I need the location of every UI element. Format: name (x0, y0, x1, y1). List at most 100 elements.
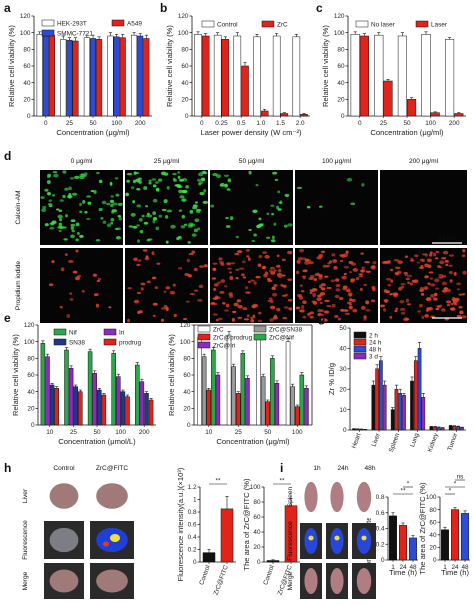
bar (429, 426, 434, 431)
bar (107, 35, 114, 117)
cell (343, 272, 347, 276)
legend-swatch (53, 328, 67, 336)
cell (151, 178, 157, 181)
bar (452, 426, 457, 431)
cell (109, 182, 113, 186)
cell (276, 264, 281, 268)
bar (454, 113, 464, 117)
cell (312, 293, 316, 297)
y-axis-title: Fluorescence intensity(a.u.)(×10³) (176, 467, 185, 581)
cell (136, 187, 141, 191)
cell (276, 307, 281, 312)
bar (120, 391, 126, 426)
cell (160, 307, 166, 310)
cell (382, 308, 387, 312)
bar (417, 348, 422, 431)
cell (212, 267, 217, 271)
cell (165, 307, 169, 311)
concentration-label: 100 μg/ml (322, 158, 352, 165)
cell (172, 172, 177, 176)
cell (224, 285, 228, 288)
cell (349, 270, 352, 274)
organ-image (44, 521, 84, 559)
cell (52, 194, 56, 197)
cell (148, 181, 152, 185)
cell (394, 271, 400, 276)
bar (92, 373, 97, 426)
bar (206, 389, 212, 426)
cell (352, 268, 359, 272)
cell (371, 299, 376, 303)
bar (290, 386, 295, 426)
cell (405, 298, 410, 303)
cell (394, 309, 398, 313)
cell (146, 212, 150, 216)
cell (142, 249, 148, 252)
cell (199, 181, 204, 184)
cell (155, 226, 160, 231)
bar (241, 65, 249, 117)
fluorescence-hotspot (110, 534, 120, 542)
cell (234, 252, 240, 256)
cell (276, 254, 280, 258)
legend-swatch (261, 20, 275, 28)
scale-bar-label: 50 μm (438, 235, 457, 242)
legend-swatch (197, 333, 211, 341)
cell (50, 221, 55, 226)
cell (365, 300, 370, 305)
cell (346, 177, 353, 182)
cell (236, 299, 242, 303)
bar (359, 429, 364, 431)
cell (352, 308, 358, 313)
significance-label: ** (401, 488, 406, 495)
cell (264, 254, 270, 259)
bar (97, 389, 102, 426)
cell (456, 314, 462, 318)
cell (321, 283, 326, 287)
bar (294, 406, 300, 426)
cell (301, 257, 307, 260)
column-label: Control (53, 465, 75, 472)
cell (398, 286, 403, 291)
cell (197, 227, 201, 231)
bar (445, 39, 455, 117)
cell (79, 210, 83, 214)
y-tick-label: 0 (343, 427, 347, 434)
cell (57, 226, 63, 229)
organ-row-label: Merge (287, 571, 294, 590)
cell (219, 182, 225, 187)
organ-image (352, 476, 376, 518)
cell (217, 281, 221, 284)
cell (361, 183, 365, 187)
cell (110, 195, 114, 198)
cell (137, 259, 142, 262)
bar (359, 35, 369, 117)
y-tick-label: 80 (23, 47, 31, 54)
cell (115, 193, 120, 197)
cell (46, 180, 51, 184)
cell (448, 264, 453, 267)
cell (163, 199, 168, 204)
cell (417, 310, 421, 313)
cell (246, 314, 250, 318)
organ-image (90, 563, 134, 599)
x-tick-label: Heart (351, 432, 363, 449)
bar (265, 401, 271, 426)
cell (312, 300, 318, 305)
cell (449, 307, 456, 311)
cell (287, 298, 293, 302)
cell (428, 271, 434, 274)
bar (233, 35, 242, 117)
x-tick-label: 0.25 (215, 120, 228, 127)
cell (51, 260, 55, 264)
cell (133, 257, 138, 262)
cell (326, 286, 332, 290)
cell (86, 217, 91, 221)
cell (40, 196, 45, 199)
organ-image (352, 523, 376, 559)
bar (135, 364, 140, 426)
cell (44, 188, 49, 192)
cell (83, 172, 88, 176)
cell (66, 314, 71, 318)
cell (419, 258, 424, 262)
